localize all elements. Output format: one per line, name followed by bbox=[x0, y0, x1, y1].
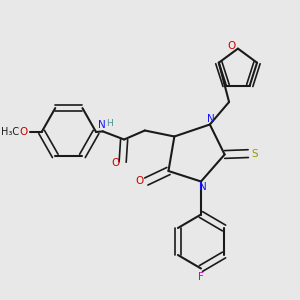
Text: S: S bbox=[251, 148, 258, 159]
Text: O: O bbox=[227, 40, 236, 51]
Text: O: O bbox=[111, 158, 120, 169]
Text: N: N bbox=[207, 114, 215, 124]
Text: O: O bbox=[136, 176, 144, 187]
Text: O: O bbox=[20, 127, 28, 137]
Text: N: N bbox=[98, 120, 106, 130]
Text: H₃C: H₃C bbox=[1, 127, 20, 137]
Text: N: N bbox=[200, 182, 207, 192]
Text: H: H bbox=[106, 119, 113, 128]
Text: F: F bbox=[198, 272, 204, 283]
